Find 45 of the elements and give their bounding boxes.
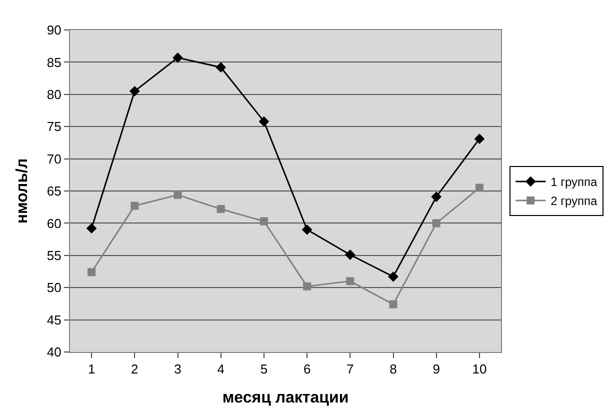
point	[174, 190, 182, 199]
point	[475, 184, 484, 192]
point	[431, 192, 442, 202]
y-tick-label: 45	[46, 312, 62, 328]
legend-label: 2 группа	[550, 194, 598, 208]
point	[260, 217, 268, 226]
y-tick-label: 65	[46, 184, 62, 199]
y-tick-label: 75	[46, 119, 62, 134]
y-tick-label: 70	[46, 151, 62, 166]
point	[344, 250, 356, 260]
y-tick-label: 55	[46, 248, 62, 263]
x-tick-label: 7	[346, 362, 354, 377]
x-tick-label: 5	[260, 362, 268, 377]
point	[303, 282, 312, 290]
y-tick-label: 80	[46, 86, 62, 102]
x-tick-label: 3	[174, 362, 182, 377]
point	[172, 52, 183, 63]
point	[389, 300, 398, 308]
point	[302, 224, 312, 235]
x-tick-label: 1	[88, 362, 96, 377]
x-tick-label: 6	[303, 362, 311, 377]
point	[474, 134, 485, 144]
point	[216, 62, 226, 73]
x-tick-label: 8	[390, 362, 397, 377]
x-tick-label: 10	[472, 362, 487, 377]
point	[129, 86, 140, 96]
point	[86, 223, 97, 234]
y-tick-label: 50	[46, 280, 62, 296]
point	[88, 268, 96, 276]
point	[130, 202, 139, 210]
y-tick-label: 40	[46, 344, 62, 360]
legend-label: 1 группа	[550, 175, 598, 190]
x-axis-title: месяц лактации	[222, 389, 349, 406]
point	[432, 219, 440, 228]
x-tick-label: 4	[217, 362, 224, 377]
x-tick-label: 2	[131, 362, 138, 377]
y-tick-label: 90	[46, 22, 62, 38]
y-tick-label: 85	[46, 54, 62, 70]
y-tick-label: 60	[46, 216, 62, 231]
point	[388, 271, 398, 282]
x-tick-label: 9	[432, 362, 440, 377]
point	[346, 277, 354, 286]
y-axis-title: нмоль/л	[14, 158, 31, 224]
point	[258, 116, 270, 127]
point	[216, 205, 225, 214]
